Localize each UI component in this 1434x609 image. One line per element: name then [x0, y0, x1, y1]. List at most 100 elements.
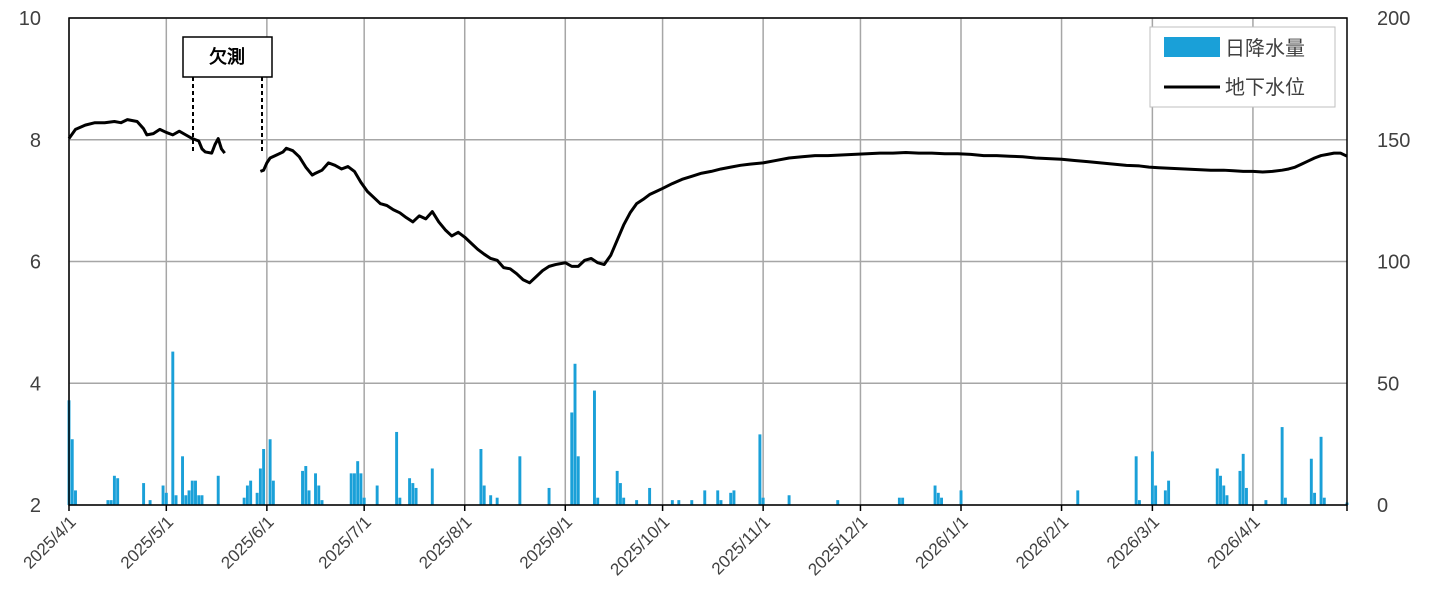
- precipitation-bar: [362, 497, 366, 505]
- precipitation-bar: [1322, 497, 1326, 505]
- precipitation-bar: [184, 495, 188, 505]
- precipitation-bar: [109, 500, 113, 505]
- precipitation-bar: [200, 495, 204, 505]
- precipitation-bar: [901, 497, 905, 505]
- precipitation-bar: [70, 439, 74, 505]
- precipitation-bar: [258, 468, 262, 505]
- precipitation-bar: [1309, 458, 1313, 505]
- precipitation-bar: [703, 490, 707, 505]
- precipitation-bar: [1241, 453, 1245, 505]
- precipitation-bar: [174, 495, 178, 505]
- precipitation-bar: [1319, 436, 1323, 505]
- legend-bar-swatch: [1164, 37, 1220, 57]
- precipitation-bar: [148, 500, 152, 505]
- precipitation-bar: [320, 500, 324, 505]
- precipitation-bar: [164, 492, 168, 505]
- precipitation-bar: [375, 485, 379, 505]
- x-tick-label: 2025/9/1: [516, 512, 576, 572]
- precipitation-bar: [518, 456, 522, 505]
- precipitation-bar: [171, 351, 175, 505]
- precipitation-bar: [395, 431, 399, 505]
- precipitation-bar: [618, 483, 622, 505]
- precipitation-bar: [479, 449, 483, 505]
- precipitation-bar: [1283, 497, 1287, 505]
- precipitation-bar: [352, 473, 356, 505]
- precipitation-bar: [1222, 485, 1226, 505]
- precipitation-bar: [271, 480, 275, 505]
- x-tick-label: 2026/3/1: [1103, 512, 1163, 572]
- precipitation-bar: [430, 468, 434, 505]
- precipitation-bar: [1154, 485, 1158, 505]
- precipitation-bar: [187, 490, 191, 505]
- annotation-text: 欠測: [209, 46, 245, 68]
- precipitation-bar: [190, 480, 194, 505]
- precipitation-bar: [573, 363, 577, 505]
- precipitation-bar: [411, 483, 415, 505]
- precipitation-bar: [1280, 427, 1284, 505]
- precipitation-bar: [761, 497, 765, 505]
- precipitation-bar: [307, 490, 311, 505]
- precipitation-bar: [732, 490, 736, 505]
- x-tick-label: 2025/7/1: [315, 512, 375, 572]
- legend-bar-label: 日降水量: [1225, 37, 1305, 60]
- precipitation-bar: [194, 480, 197, 505]
- x-tick-label: 2025/12/1: [804, 512, 871, 579]
- precipitation-bar: [787, 495, 791, 505]
- precipitation-bar: [1219, 475, 1222, 505]
- plot-frame: [68, 17, 1348, 506]
- precipitation-bar: [729, 492, 733, 505]
- precipitation-bar: [635, 500, 639, 505]
- precipitation-bar: [670, 500, 674, 505]
- precipitation-bar: [1150, 451, 1154, 505]
- precipitation-bar: [414, 487, 418, 505]
- precipitation-bar: [1238, 470, 1242, 505]
- precipitation-bar: [255, 492, 259, 505]
- precipitation-bar: [1244, 487, 1248, 505]
- precipitation-bar: [317, 485, 321, 505]
- precipitation-bar: [1163, 490, 1167, 505]
- precipitation-bar: [933, 485, 937, 505]
- precipitation-bar: [1215, 468, 1219, 505]
- missing-data-annotation: 欠測: [182, 36, 273, 152]
- precipitation-bar: [622, 497, 626, 505]
- precipitation-bar: [677, 500, 681, 505]
- x-tick-label: 2025/4/1: [20, 512, 80, 572]
- precipitation-bar: [576, 456, 580, 505]
- precipitation-bar: [482, 485, 486, 505]
- precipitation-bar: [547, 487, 551, 505]
- precipitation-bar: [245, 485, 249, 505]
- legend-line-label: 地下水位: [1225, 76, 1305, 99]
- precipitation-bar: [181, 456, 184, 505]
- precipitation-bar: [304, 466, 308, 505]
- precipitation-bar: [690, 500, 694, 505]
- precipitation-bar: [959, 490, 963, 505]
- precipitation-bar: [648, 487, 652, 505]
- y-right-tick-label: 50: [1377, 373, 1399, 395]
- precipitation-bar: [1167, 480, 1171, 505]
- precipitation-bar: [1076, 490, 1080, 505]
- annotation-box: [182, 36, 273, 78]
- x-tick-label: 2025/11/1: [708, 512, 774, 578]
- precipitation-bar: [897, 497, 901, 505]
- precipitation-bar: [161, 485, 165, 505]
- x-tick-label: 2025/8/1: [415, 512, 475, 572]
- precipitation-bar: [142, 483, 146, 505]
- precipitation-bar: [940, 497, 943, 505]
- precipitation-bar: [74, 490, 77, 505]
- y-left-tick-label: 2: [30, 495, 41, 517]
- precipitation-bar: [408, 478, 412, 505]
- precipitation-bar: [719, 500, 723, 505]
- precipitation-bar: [242, 497, 246, 505]
- y-right-tick-label: 0: [1377, 495, 1388, 517]
- groundwater-line-segment: [67, 118, 226, 155]
- precipitation-bar: [249, 480, 253, 505]
- precipitation-bar: [106, 500, 110, 505]
- precipitation-bar: [112, 475, 116, 505]
- precipitation-bars: [67, 351, 1349, 505]
- precipitation-bar: [936, 492, 940, 505]
- legend: 日降水量 地下水位: [1149, 26, 1336, 108]
- precipitation-bar: [1313, 492, 1317, 505]
- precipitation-bar: [596, 497, 600, 505]
- precipitation-bar: [1137, 500, 1141, 505]
